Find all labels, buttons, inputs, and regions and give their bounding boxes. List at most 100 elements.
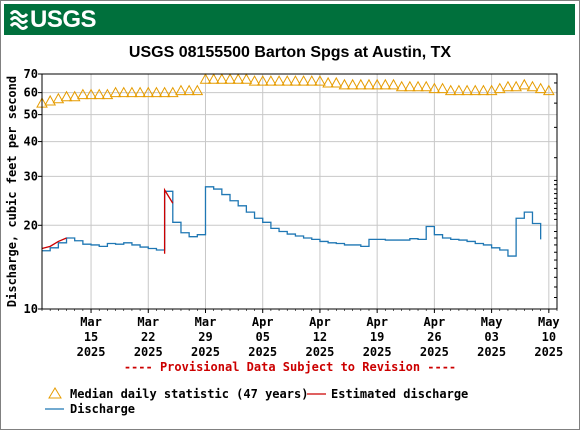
median-point — [289, 75, 302, 86]
median-point — [224, 73, 236, 84]
median-point — [305, 75, 318, 86]
median-point — [428, 82, 441, 94]
median-point — [101, 88, 114, 100]
median-point — [354, 78, 367, 90]
median-point — [346, 78, 359, 90]
median-point — [338, 78, 351, 90]
x-tick-label: 2025 — [363, 345, 392, 359]
x-tick-label: Apr — [424, 315, 446, 329]
median-point — [534, 82, 547, 94]
median-point — [60, 90, 73, 102]
x-tick-label: Apr — [309, 315, 331, 329]
legend-median-label: Median daily statistic (47 years) — [70, 387, 308, 401]
provisional-annotation: ---- Provisional Data Subject to Revisio… — [124, 360, 456, 374]
median-point — [248, 75, 261, 86]
y-tick-label: 10 — [24, 302, 38, 316]
x-tick-label: 2025 — [191, 345, 220, 359]
median-point — [191, 84, 204, 96]
median-point — [387, 78, 400, 90]
median-point — [526, 80, 539, 92]
usgs-banner: USGS — [4, 4, 575, 35]
y-tick-label: 40 — [24, 135, 38, 149]
x-tick-label: 29 — [198, 330, 212, 344]
x-tick-label: 03 — [484, 330, 498, 344]
median-point — [542, 84, 555, 96]
x-tick-label: 19 — [370, 330, 384, 344]
median-point — [134, 86, 146, 98]
discharge-line — [42, 186, 542, 257]
median-point — [436, 82, 449, 94]
median-point — [395, 80, 408, 92]
median-point — [502, 80, 514, 92]
median-point — [379, 78, 392, 90]
x-tick-label: 2025 — [477, 345, 506, 359]
median-point — [273, 75, 285, 86]
median-point — [297, 75, 310, 86]
legend-discharge-label: Discharge — [70, 402, 135, 416]
x-tick-label: Mar — [137, 315, 159, 329]
median-series — [36, 73, 555, 108]
usgs-wave-icon — [10, 10, 28, 30]
median-point — [371, 78, 384, 90]
median-point — [85, 88, 97, 100]
x-tick-label: 15 — [84, 330, 98, 344]
median-point — [453, 84, 465, 96]
median-point — [142, 86, 155, 98]
y-tick-label: 20 — [24, 218, 38, 232]
median-point — [485, 84, 498, 96]
x-axis-ticks: Mar152025Mar222025Mar292025Apr052025Apr1… — [41, 309, 563, 359]
median-point — [510, 80, 522, 92]
x-tick-label: 2025 — [134, 345, 163, 359]
x-tick-label: Apr — [366, 315, 388, 329]
x-tick-label: 2025 — [248, 345, 277, 359]
median-point — [330, 76, 343, 88]
median-point — [477, 84, 490, 96]
x-tick-label: 10 — [542, 330, 556, 344]
x-tick-label: May — [538, 315, 560, 329]
median-point — [412, 80, 424, 92]
median-point — [240, 73, 253, 84]
usgs-logo-text: USGS — [30, 6, 97, 33]
median-point — [256, 75, 269, 86]
x-tick-label: Apr — [252, 315, 274, 329]
x-tick-label: Mar — [195, 315, 217, 329]
median-point — [232, 73, 245, 84]
x-tick-label: Mar — [80, 315, 102, 329]
median-point — [117, 86, 130, 98]
estimated-line — [41, 237, 67, 250]
estimated-line — [163, 187, 174, 254]
x-tick-label: 26 — [427, 330, 441, 344]
x-tick-label: 2025 — [77, 345, 106, 359]
legend-estimated-label: Estimated discharge — [331, 387, 468, 401]
median-point — [158, 86, 171, 98]
usgs-logo: USGS — [10, 6, 97, 33]
median-point — [166, 86, 179, 98]
y-axis-label: Discharge, cubic feet per second — [5, 76, 19, 307]
x-tick-label: 2025 — [534, 345, 563, 359]
median-point — [493, 82, 506, 94]
x-tick-label: 2025 — [420, 345, 449, 359]
plot-border — [41, 73, 558, 310]
median-point — [461, 84, 473, 96]
estimated-series — [41, 187, 174, 254]
median-point — [314, 75, 326, 86]
y-tick-label: 30 — [24, 169, 38, 183]
median-point — [126, 86, 138, 98]
median-point — [518, 78, 531, 90]
chart-title: USGS 08155500 Barton Spgs at Austin, TX — [128, 44, 452, 61]
legend-median-symbol — [48, 387, 62, 399]
median-point — [215, 73, 228, 84]
median-point — [199, 73, 212, 84]
median-point — [444, 84, 457, 96]
median-point — [281, 75, 294, 86]
median-point — [93, 88, 106, 100]
x-tick-label: May — [481, 315, 503, 329]
median-point — [265, 75, 277, 86]
x-tick-label: 2025 — [305, 345, 334, 359]
median-point — [77, 88, 89, 100]
median-point — [183, 84, 195, 96]
median-point — [68, 90, 81, 102]
x-tick-label: 05 — [255, 330, 269, 344]
x-tick-label: 12 — [313, 330, 327, 344]
